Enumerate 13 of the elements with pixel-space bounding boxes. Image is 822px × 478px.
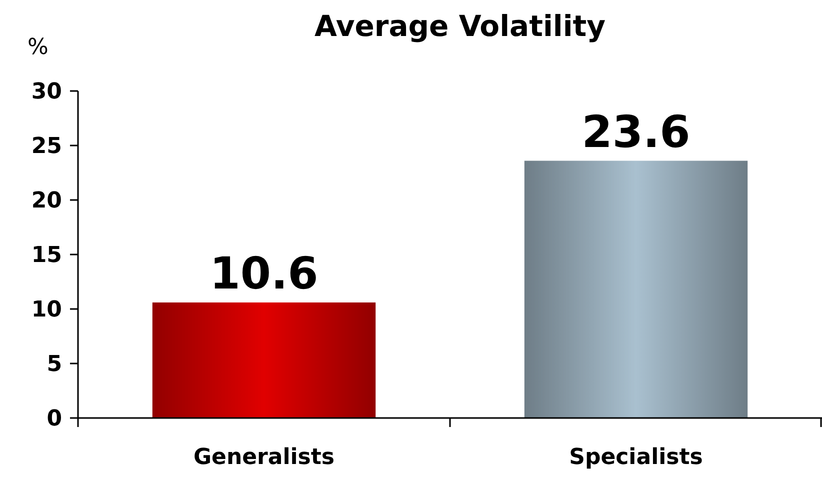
data-label: 10.6 [210,248,318,300]
x-tick-label: Generalists [193,445,335,470]
y-tick-label: 10 [31,298,62,323]
chart-title: Average Volatility [314,9,606,43]
y-axis-title: % [28,35,48,60]
y-tick-label: 20 [31,188,62,214]
x-tick-label: Specialists [569,445,703,470]
y-tick-label: 25 [31,134,62,160]
data-label: 23.6 [582,106,690,158]
y-tick-label: 15 [31,243,62,268]
y-tick-label: 30 [31,80,62,105]
y-tick-label: 0 [46,406,62,432]
y-tick-label: 5 [46,352,62,378]
